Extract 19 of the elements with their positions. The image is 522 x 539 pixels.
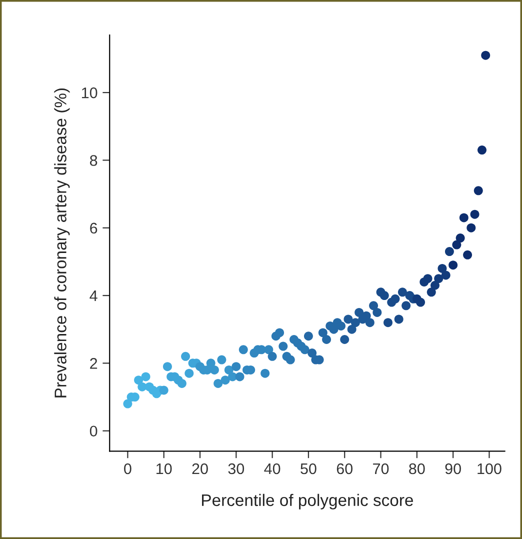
y-tick-label: 4 xyxy=(90,290,98,302)
x-tick-label: 30 xyxy=(228,463,244,474)
y-tick-label: 6 xyxy=(90,222,98,234)
y-axis-title: Prevalence of coronary artery disease (%) xyxy=(54,88,70,398)
x-tick-label: 20 xyxy=(192,463,208,474)
x-tick-label: 40 xyxy=(264,463,280,474)
x-tick-label: 90 xyxy=(445,463,461,474)
y-tick-label: 2 xyxy=(90,358,98,369)
y-tick-label: 0 xyxy=(90,426,98,437)
y-tick-label: 8 xyxy=(90,155,98,166)
x-tick-label: 70 xyxy=(373,463,389,474)
x-tick-label: 80 xyxy=(409,463,425,474)
y-tick-label: 10 xyxy=(82,87,98,98)
x-tick-label: 10 xyxy=(156,463,172,474)
x-tick-label: 60 xyxy=(336,463,353,474)
x-tick-label: 0 xyxy=(124,463,132,474)
x-tick-label: 100 xyxy=(478,463,502,474)
x-axis-title: Percentile of polygenic score xyxy=(202,494,413,510)
x-tick-label: 50 xyxy=(300,463,316,474)
